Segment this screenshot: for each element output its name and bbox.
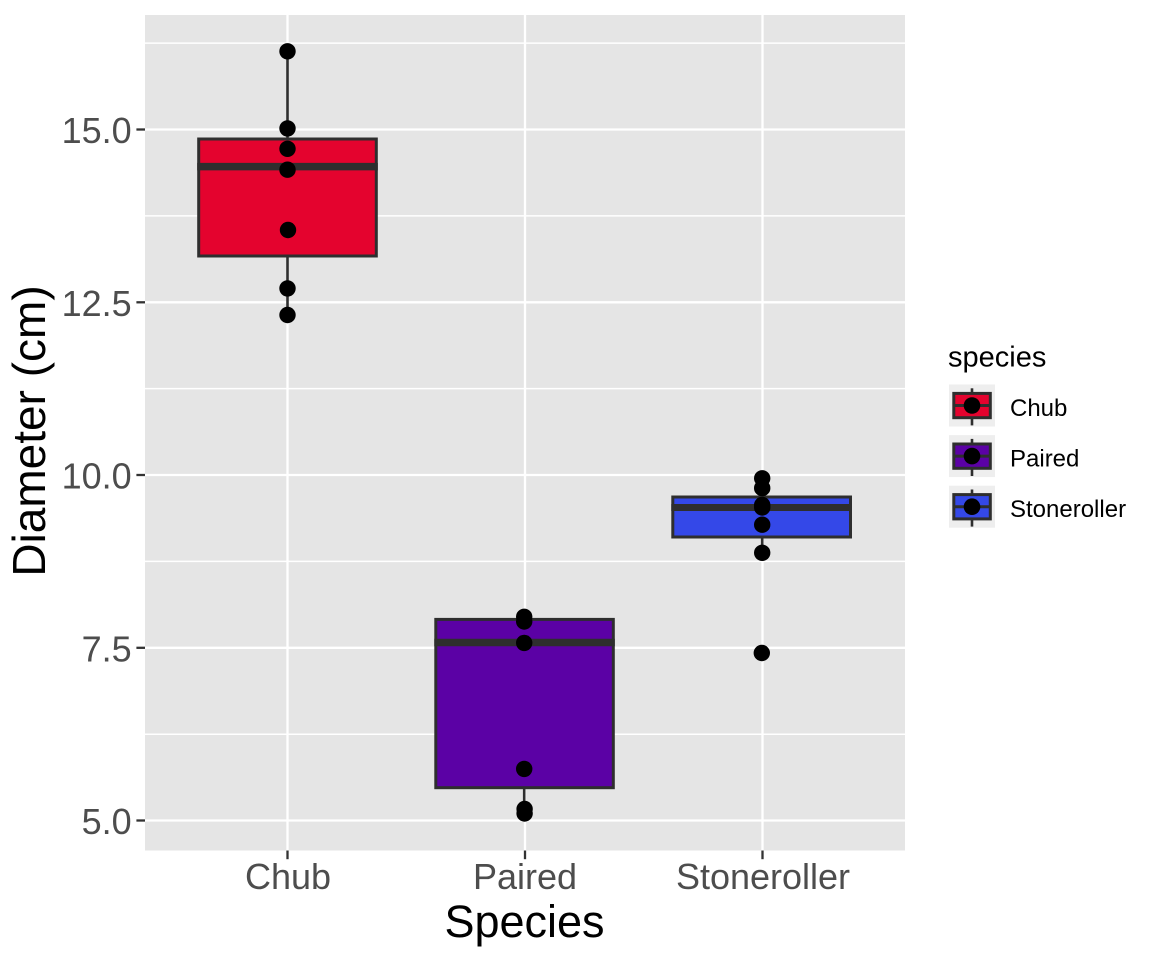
svg-text:15.0: 15.0	[62, 110, 132, 151]
svg-text:10.0: 10.0	[62, 456, 132, 497]
svg-text:Paired: Paired	[1010, 446, 1079, 473]
svg-text:Stoneroller: Stoneroller	[1010, 496, 1126, 523]
svg-text:Species: Species	[444, 896, 604, 947]
svg-text:7.5: 7.5	[82, 628, 132, 669]
svg-text:Chub: Chub	[1010, 395, 1067, 422]
svg-text:Diameter (cm): Diameter (cm)	[3, 285, 55, 576]
svg-text:5.0: 5.0	[82, 801, 132, 842]
svg-text:species: species	[948, 341, 1046, 373]
svg-text:Stoneroller: Stoneroller	[676, 856, 850, 897]
svg-text:Chub: Chub	[245, 856, 331, 897]
svg-text:12.5: 12.5	[62, 283, 132, 324]
svg-text:Paired: Paired	[473, 856, 577, 897]
